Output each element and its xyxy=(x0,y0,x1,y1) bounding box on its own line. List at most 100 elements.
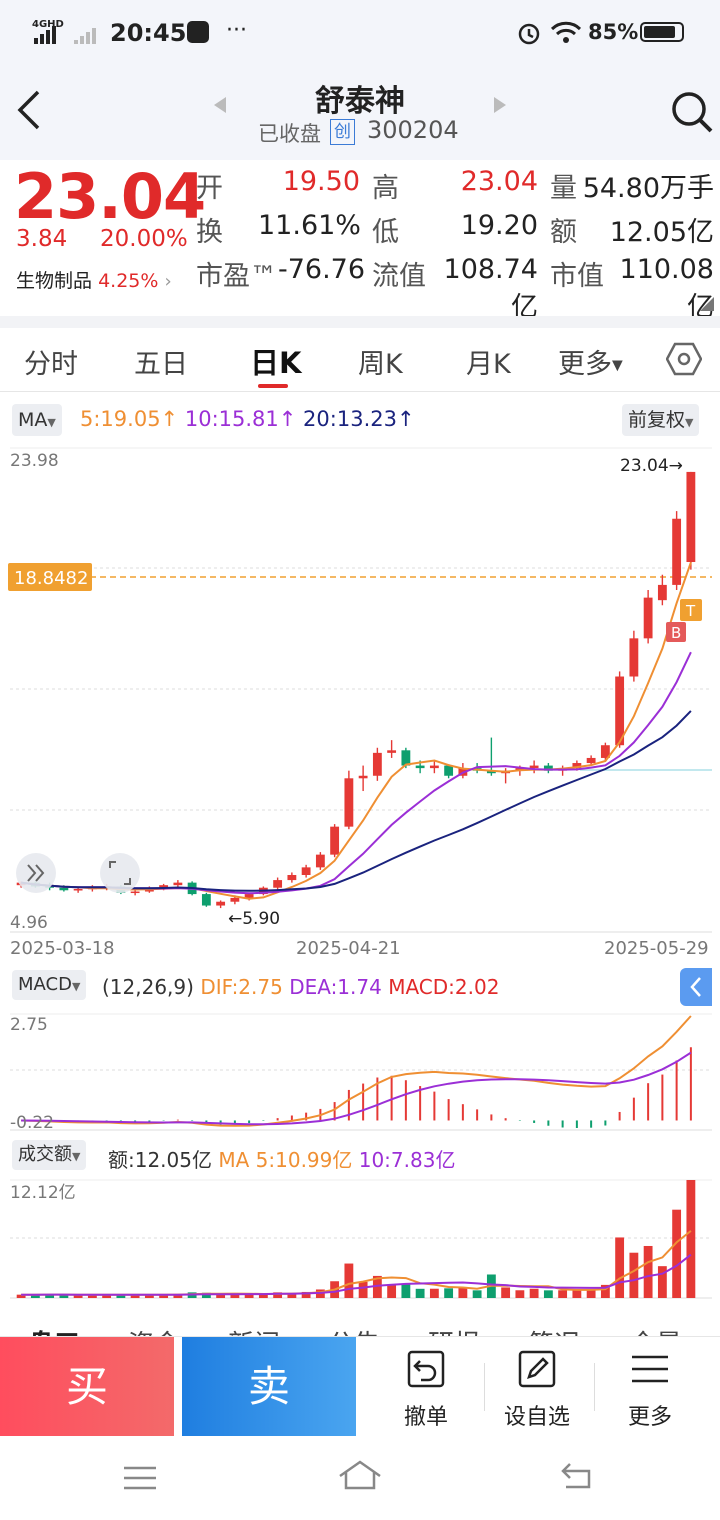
tab-five-day[interactable]: 五日 xyxy=(134,349,188,380)
search-icon[interactable] xyxy=(670,90,714,138)
macd-label: MACD xyxy=(18,974,72,995)
adjust-label: 前复权 xyxy=(628,409,686,431)
tab-more[interactable]: 更多▼ xyxy=(558,342,623,381)
collapse-panel-button[interactable] xyxy=(680,968,712,1006)
adjust-select[interactable]: 前复权▼ xyxy=(622,404,700,436)
status-bar: 4GHD 20:45 ··· 85% xyxy=(0,0,720,66)
volume-bar xyxy=(87,1294,97,1298)
volume-bar xyxy=(615,1237,625,1298)
market-state: 已收盘 xyxy=(258,122,321,146)
caret-down-icon: ▼ xyxy=(612,357,623,374)
field-label-high: 高 xyxy=(372,173,399,204)
ref-price-label: 18.8482 xyxy=(14,568,88,589)
candle-body xyxy=(657,584,667,601)
candle-body xyxy=(244,894,254,898)
candle-body xyxy=(600,745,610,758)
candle-body xyxy=(586,757,596,764)
field-label-float-cap: 流值 xyxy=(372,261,426,292)
tab-weekly-k[interactable]: 周K xyxy=(358,349,403,380)
kline-chart[interactable]: 23.98 4.96 18.8482 23.04→ ←5.90 B T 2025… xyxy=(0,444,720,964)
volume-bar xyxy=(515,1290,525,1298)
volume-bar xyxy=(529,1288,539,1298)
stock-name: 舒泰神 xyxy=(315,84,405,119)
buy-button[interactable]: 买 xyxy=(0,1337,174,1437)
candles xyxy=(16,471,696,909)
candle-body xyxy=(543,765,553,771)
volume-bar xyxy=(600,1284,610,1298)
macd-dea: DEA:1.74 xyxy=(289,975,382,999)
tab-intraday[interactable]: 分时 xyxy=(24,349,78,380)
expand-corner-icon[interactable] xyxy=(700,296,714,315)
add-watchlist-button[interactable]: 设自选 xyxy=(486,1349,588,1433)
volume-bar xyxy=(173,1294,183,1298)
volume-amount: 额:12.05亿 xyxy=(108,1148,212,1172)
volume-bar xyxy=(472,1290,482,1298)
tab-monthly-k[interactable]: 月K xyxy=(466,349,511,380)
cancel-order-button[interactable]: 撤单 xyxy=(372,1349,480,1433)
ma20-value: 20:13.23↑ xyxy=(303,407,415,431)
previous-stock-icon[interactable] xyxy=(212,96,228,118)
info-tab-profile[interactable]: 简况 xyxy=(528,1324,580,1340)
macd-values: (12,26,9) DIF:2.75 DEA:1.74 MACD:2.02 xyxy=(102,975,499,999)
info-tab-reports[interactable]: 研报 xyxy=(428,1324,480,1340)
date-mid: 2025-04-21 xyxy=(296,938,401,959)
volume-bar xyxy=(201,1292,211,1298)
volume-bar xyxy=(501,1287,511,1298)
sell-button[interactable]: 卖 xyxy=(182,1337,356,1437)
field-label-market-cap: 市值 xyxy=(550,261,604,292)
candle-body xyxy=(344,778,354,827)
candle-body xyxy=(301,867,311,875)
info-tab-announcements[interactable]: 公告 xyxy=(328,1324,380,1340)
caret-down-icon: ▼ xyxy=(47,416,56,429)
field-value-turnover: 11.61% xyxy=(258,210,361,241)
indicator-select[interactable]: MA▼ xyxy=(12,404,62,436)
macd-dif: DIF:2.75 xyxy=(200,975,283,999)
tab-daily-k[interactable]: 日K xyxy=(250,346,302,380)
high-marker: 23.04→ xyxy=(620,456,683,476)
volume-bar xyxy=(458,1287,468,1298)
info-tab-funds[interactable]: 资金 xyxy=(128,1324,180,1340)
back-icon[interactable] xyxy=(560,1460,598,1492)
recents-menu-icon[interactable] xyxy=(122,1464,158,1492)
candle-body xyxy=(273,880,283,888)
volume-bar xyxy=(415,1288,425,1298)
date-start: 2025-03-18 xyxy=(10,938,115,959)
info-tab-panorama[interactable]: 全景 xyxy=(630,1324,682,1340)
board-badge: 创 xyxy=(330,119,355,145)
buy-tag-bg xyxy=(666,622,686,642)
macd-bars xyxy=(34,1047,692,1128)
home-icon[interactable] xyxy=(336,1458,384,1492)
macd-select[interactable]: MACD▼ xyxy=(12,970,87,1000)
dea-line xyxy=(21,1051,692,1126)
candle-body xyxy=(643,597,653,639)
volume-bar xyxy=(686,1180,696,1298)
info-tab-orderbook[interactable]: 盘口 xyxy=(28,1324,80,1340)
volume-bar xyxy=(144,1294,154,1298)
system-nav-bar xyxy=(0,1436,720,1520)
battery-percent: 85% xyxy=(588,20,639,44)
more-status: ··· xyxy=(226,18,247,43)
volume-bar xyxy=(216,1294,226,1298)
volume-bars xyxy=(16,1180,696,1298)
field-label-volume: 量 xyxy=(550,173,577,204)
field-value-low: 19.20 xyxy=(460,210,538,241)
active-tab-indicator xyxy=(258,384,288,388)
volume-bar xyxy=(586,1289,596,1298)
fullscreen-icon[interactable] xyxy=(100,853,140,893)
next-stock-icon[interactable] xyxy=(492,96,508,118)
candle-body xyxy=(73,888,83,891)
volume-bar xyxy=(73,1295,83,1298)
more-actions-button[interactable]: 更多 xyxy=(600,1349,700,1433)
quote-panel: 23.04 3.84 20.00% 生物制品 4.25% › 开 19.50 高… xyxy=(0,160,720,323)
back-arrow-icon[interactable] xyxy=(14,88,44,136)
field-value-market-cap: 110.08亿 xyxy=(619,254,714,323)
info-tab-news[interactable]: 新闻 xyxy=(228,1324,280,1340)
scroll-left-icon[interactable] xyxy=(16,853,56,893)
candle-body xyxy=(529,765,539,769)
volume-select[interactable]: 成交额▼ xyxy=(12,1140,87,1170)
chart-settings-icon[interactable] xyxy=(665,342,703,380)
candle-body xyxy=(173,882,183,886)
candle-body xyxy=(358,775,368,779)
sector-link[interactable]: 生物制品 4.25% › xyxy=(16,266,172,293)
buy-tag: B xyxy=(671,624,681,642)
